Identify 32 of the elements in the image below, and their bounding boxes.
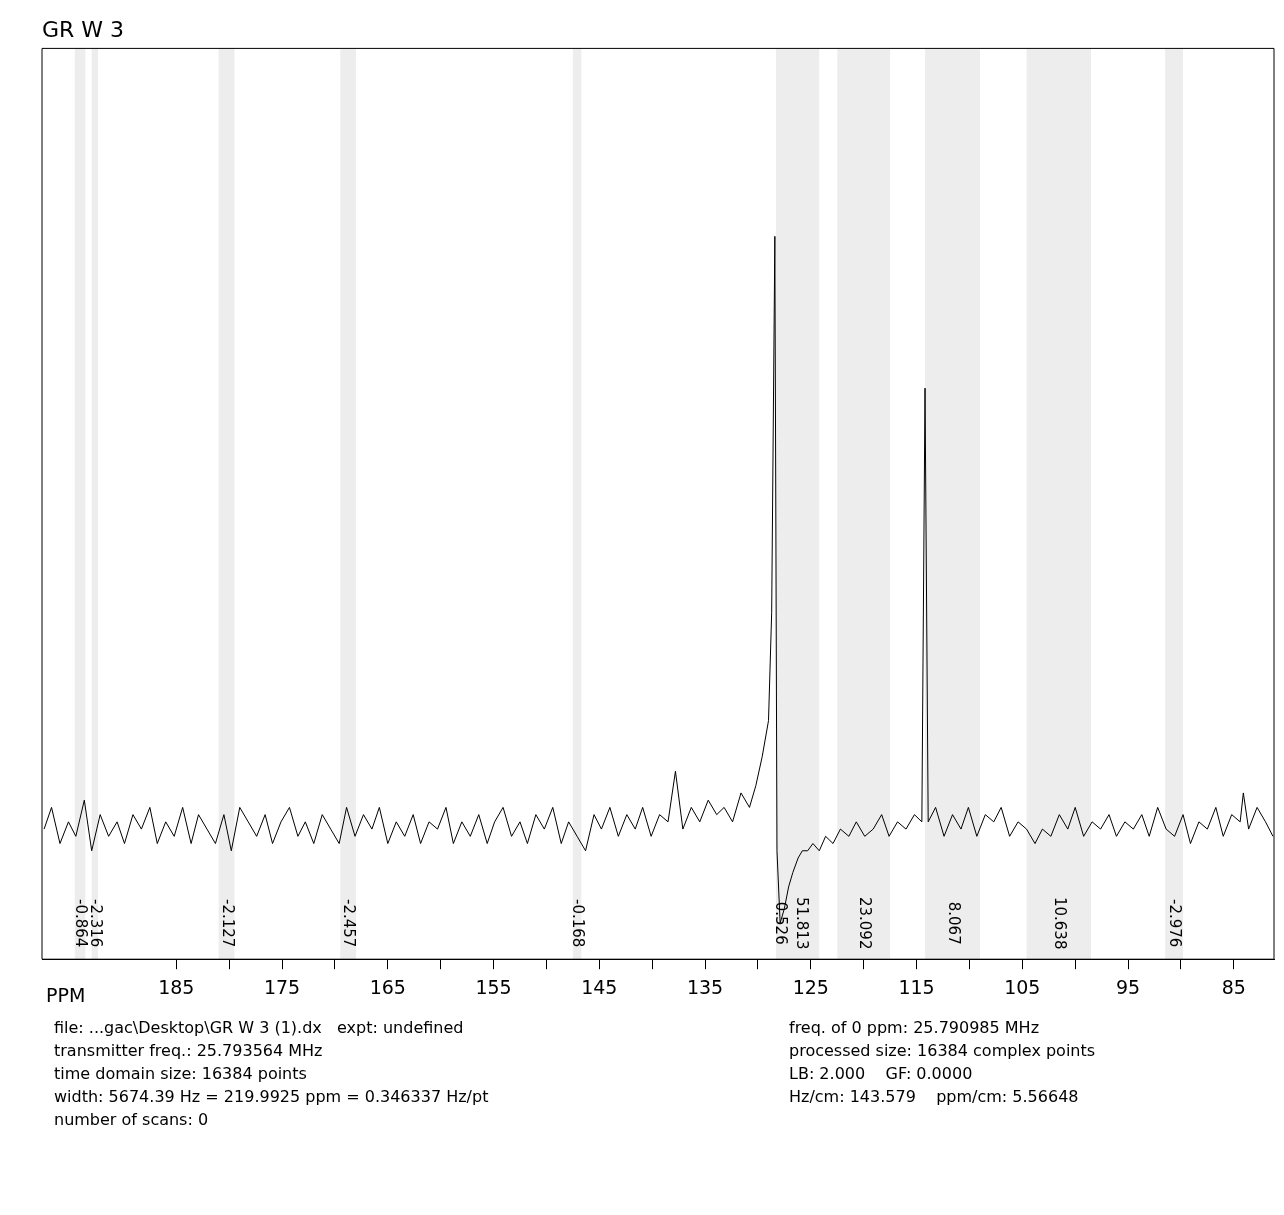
- text: processed size: 16384 complex points: [789, 1041, 1097, 1060]
- band-label: 8.067: [944, 901, 963, 945]
- text: width: 5674.39 Hz = 219.9925 ppm = 0.346337 Hz/pt: [54, 1087, 490, 1106]
- band-label: -2.457: [340, 899, 359, 948]
- band-label: -2.127: [218, 899, 237, 948]
- x-tick-label: 95: [1115, 975, 1141, 998]
- x-tick-label: 105: [1004, 975, 1041, 998]
- x-tick-label: 145: [581, 975, 618, 998]
- text: freq. of 0 ppm: 25.790985 MHz: [789, 1018, 1041, 1037]
- text: transmitter freq.: 25.793564 MHz: [54, 1041, 324, 1060]
- x-tick-label: 125: [792, 975, 829, 998]
- x-tick-label: 185: [158, 975, 195, 998]
- x-tick-label: 175: [263, 975, 301, 998]
- text: number of scans: 0: [54, 1110, 210, 1129]
- x-tick-label: 155: [475, 975, 512, 998]
- text: file: ...gac\Desktop\GR W 3 (1).dx expt: undefined: [54, 1018, 465, 1037]
- x-axis-title: PPM: [46, 983, 86, 1006]
- band-label: 0.526: [771, 901, 790, 945]
- band-label: 10.638: [1050, 896, 1069, 950]
- x-tick-label: 135: [686, 975, 724, 998]
- text: Hz/cm: 143.579 ppm/cm: 5.56648: [789, 1087, 1080, 1106]
- band-label: -0.168: [569, 899, 588, 948]
- x-tick-label: 165: [369, 975, 406, 998]
- band-label: -0.864: [72, 899, 91, 948]
- band-label: -2.976: [1166, 899, 1185, 948]
- x-tick-label: 115: [898, 975, 935, 998]
- chart-title: GR W 3: [42, 16, 125, 42]
- text: LB: 2.000 GF: 0.0000: [789, 1064, 974, 1083]
- band-label: 51.813: [793, 896, 812, 950]
- text: time domain size: 16384 points: [54, 1064, 308, 1083]
- band-label: 23.092: [855, 896, 874, 950]
- x-tick-label: 85: [1221, 975, 1246, 998]
